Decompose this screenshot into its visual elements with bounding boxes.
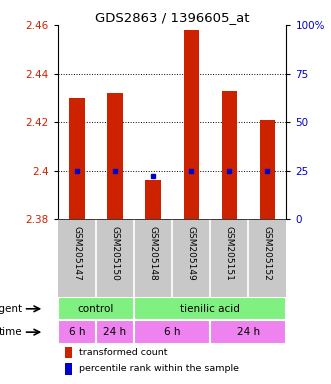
Text: GSM205152: GSM205152 [263, 225, 272, 280]
Text: GSM205150: GSM205150 [111, 225, 119, 280]
Text: agent: agent [0, 304, 23, 314]
Text: 6 h: 6 h [164, 327, 180, 337]
Bar [260, 120, 275, 219]
Text: GSM205151: GSM205151 [225, 225, 234, 280]
Bar [183, 30, 199, 219]
Text: GSM205148: GSM205148 [149, 225, 158, 280]
Text: 24 h: 24 h [104, 327, 126, 337]
Text: time: time [0, 327, 23, 337]
Bar [210, 321, 286, 344]
Bar [70, 98, 85, 219]
Bar [145, 180, 161, 219]
Bar [58, 321, 96, 344]
Bar [134, 297, 286, 321]
Bar [107, 93, 122, 219]
Bar [58, 297, 134, 321]
Text: 24 h: 24 h [237, 327, 260, 337]
Bar [65, 347, 72, 358]
Bar [96, 321, 134, 344]
Title: GDS2863 / 1396605_at: GDS2863 / 1396605_at [95, 11, 249, 24]
Bar [221, 91, 237, 219]
Text: transformed count: transformed count [79, 348, 167, 357]
Text: GSM205149: GSM205149 [187, 225, 196, 280]
Text: 6 h: 6 h [69, 327, 85, 337]
Text: GSM205147: GSM205147 [72, 225, 81, 280]
Bar [65, 363, 72, 375]
Text: tienilic acid: tienilic acid [180, 304, 240, 314]
Bar [134, 321, 210, 344]
Text: control: control [78, 304, 114, 314]
Text: percentile rank within the sample: percentile rank within the sample [79, 364, 239, 374]
